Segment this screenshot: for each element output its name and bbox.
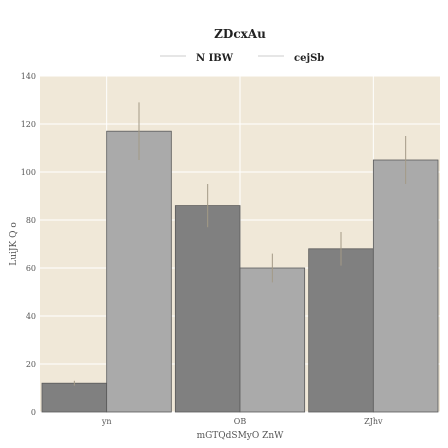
bars — [41, 130, 439, 413]
y-tick-label-5: 100 — [21, 168, 36, 177]
y-tick-label-2: 40 — [26, 312, 36, 321]
y-tick-label-6: 120 — [21, 120, 36, 129]
bar-series-0-ZJhv — [308, 248, 374, 413]
legend-label-series-1: cejSb — [294, 53, 324, 64]
bar-series-1-yn — [106, 130, 172, 413]
legend: N IBW cejSb — [160, 53, 324, 64]
y-tick-label-4: 80 — [26, 216, 36, 225]
x-axis: yn OB ZJhv — [101, 417, 383, 426]
x-tick-label-0: yn — [101, 417, 112, 426]
legend-label-series-0: N IBW — [196, 53, 234, 64]
bar-series-1-OB — [239, 267, 306, 413]
bar-series-1-ZJhv — [372, 159, 439, 413]
x-tick-label-1: OB — [234, 417, 247, 426]
bar-series-0-OB — [174, 205, 241, 413]
y-axis: 0 20 40 60 80 100 120 140 — [21, 72, 36, 417]
chart-title: ZDcxAu — [214, 27, 266, 41]
y-tick-label-3: 60 — [26, 264, 36, 273]
x-axis-label: mGTQdSMyO ZnW — [197, 431, 285, 441]
y-axis-label: LuiJK Q o — [9, 222, 19, 266]
y-tick-label-7: 140 — [21, 72, 36, 81]
y-tick-label-1: 20 — [26, 360, 36, 369]
bar-series-0-yn — [41, 382, 108, 413]
x-tick-label-2: ZJhv — [364, 417, 383, 426]
y-tick-label-0: 0 — [31, 408, 36, 417]
error-bars — [73, 102, 407, 386]
